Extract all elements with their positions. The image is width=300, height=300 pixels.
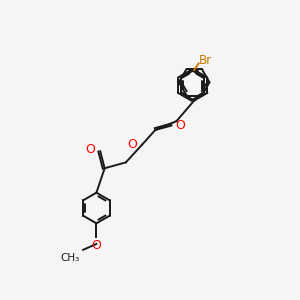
- Text: O: O: [127, 138, 137, 151]
- Text: O: O: [85, 143, 95, 156]
- Text: Br: Br: [199, 54, 212, 67]
- Text: O: O: [92, 238, 101, 252]
- Text: O: O: [175, 119, 185, 132]
- Text: CH₃: CH₃: [60, 253, 80, 263]
